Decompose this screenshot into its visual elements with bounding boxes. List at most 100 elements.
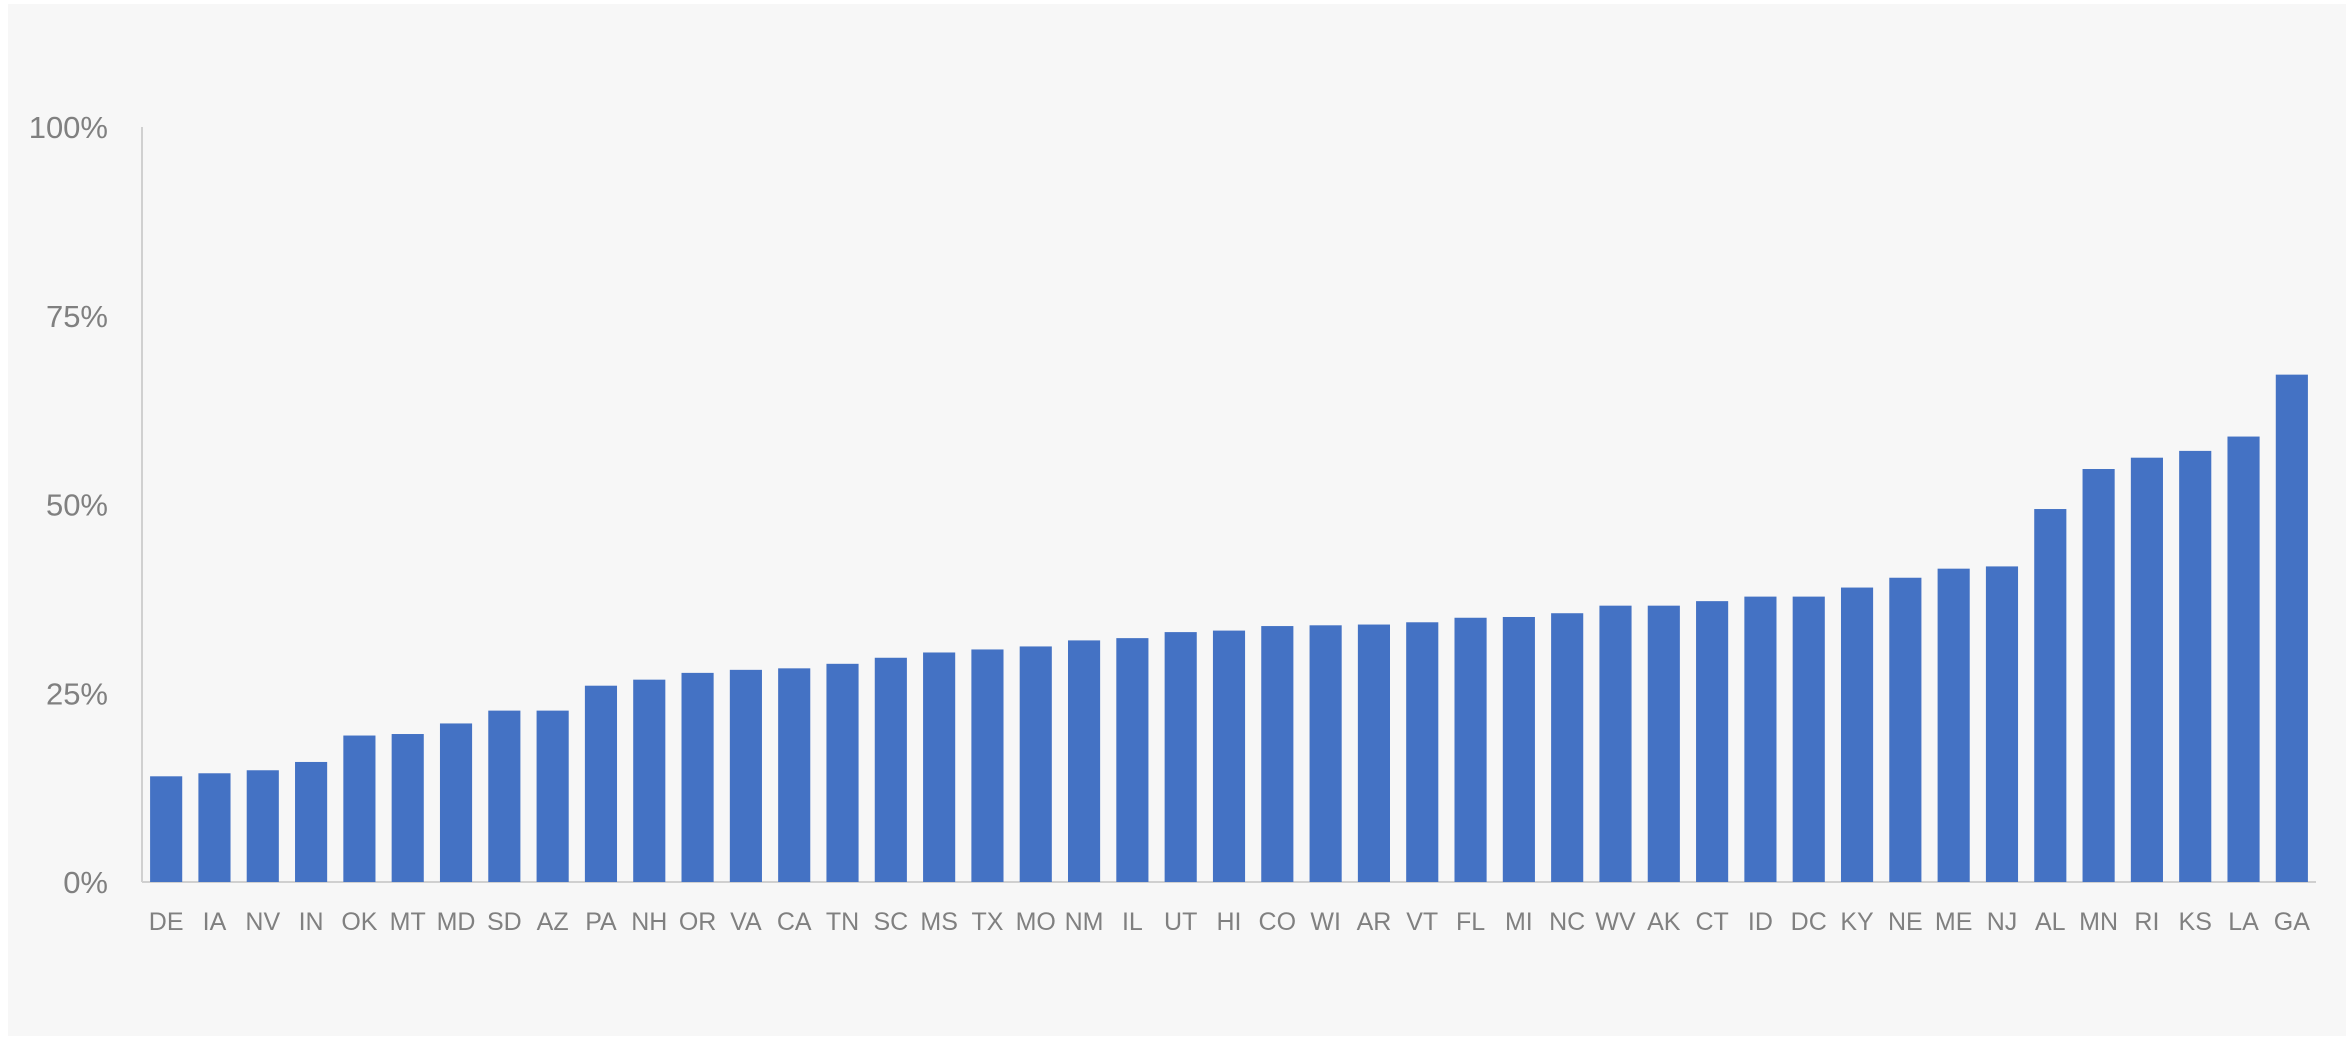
x-tick-label: MT <box>390 908 426 936</box>
x-tick-label: NH <box>631 908 667 936</box>
bar <box>343 735 376 882</box>
x-tick-label: CT <box>1695 908 1728 936</box>
x-tick-label: DE <box>149 908 184 936</box>
bar <box>2179 450 2212 882</box>
bar <box>923 652 956 882</box>
x-tick-label: NV <box>245 908 280 936</box>
bar <box>1744 596 1777 882</box>
bar <box>1019 646 1052 882</box>
y-tick-label: 0% <box>63 865 108 900</box>
x-tick-label: VA <box>730 908 762 936</box>
x-axis-labels: DE IA NV IN OK MT MD SD AZ PA NH OR VA CA TN SC MS TX MO NM… <box>149 908 2310 936</box>
x-tick-label: PA <box>585 908 617 936</box>
x-tick-label: AZ <box>537 908 569 936</box>
x-tick-label: MS <box>920 908 958 936</box>
bar <box>1696 601 1729 882</box>
bar <box>536 710 569 882</box>
bars <box>150 374 2308 882</box>
bar <box>2275 374 2308 882</box>
bar <box>633 679 666 882</box>
x-tick-label: IL <box>1122 908 1143 936</box>
y-axis-ticks: 0% 25% 50% 75% 100% <box>29 110 108 900</box>
bar <box>1068 640 1101 882</box>
x-tick-label: CA <box>777 908 812 936</box>
x-tick-label: TN <box>826 908 859 936</box>
bar <box>681 672 714 882</box>
x-tick-label: CO <box>1259 908 1297 936</box>
x-tick-label: SC <box>873 908 908 936</box>
x-tick-label: WV <box>1595 908 1636 936</box>
bar <box>198 773 231 882</box>
bar <box>1840 587 1874 882</box>
x-tick-label: MD <box>437 908 476 936</box>
x-tick-label: NC <box>1549 908 1585 936</box>
x-tick-label: KS <box>2179 908 2212 936</box>
bar <box>1357 624 1390 882</box>
bar <box>1164 632 1197 882</box>
bar <box>1599 605 1632 882</box>
x-tick-label: WI <box>1310 908 1341 936</box>
y-tick-label: 100% <box>29 110 108 145</box>
chart-area: 0% 25% 50% 75% 100% DE IA NV IN OK MT MD SD AZ PA NH OR… <box>8 4 2346 1036</box>
y-tick-label: 25% <box>46 676 108 711</box>
x-tick-label: NJ <box>1987 908 2018 936</box>
x-tick-label: FL <box>1456 908 1485 936</box>
x-tick-label: OR <box>679 908 717 936</box>
bar <box>1937 568 1970 882</box>
bar <box>2034 509 2067 882</box>
bar <box>1792 596 1825 882</box>
x-tick-label: KY <box>1840 908 1874 936</box>
bar <box>874 657 907 882</box>
bar <box>778 668 811 882</box>
bar-chart: 0% 25% 50% 75% 100% DE IA NV IN OK MT MD SD AZ PA NH OR… <box>29 110 2316 936</box>
x-tick-label: AK <box>1647 908 1681 936</box>
bar <box>826 663 859 882</box>
bar <box>729 669 762 882</box>
x-tick-label: ME <box>1935 908 1973 936</box>
bar <box>1406 622 1439 882</box>
bar <box>1985 566 2019 882</box>
y-tick-label: 50% <box>46 488 108 523</box>
bar <box>488 710 521 882</box>
bar <box>971 649 1004 882</box>
bar <box>584 685 618 882</box>
x-tick-label: OK <box>341 908 377 936</box>
x-tick-label: IN <box>299 908 324 936</box>
x-tick-label: TX <box>971 908 1003 936</box>
x-tick-label: VT <box>1406 908 1438 936</box>
bar <box>1454 617 1487 882</box>
x-tick-label: LA <box>2228 908 2259 936</box>
bar <box>1551 613 1584 882</box>
bar <box>2082 469 2115 882</box>
x-tick-label: NE <box>1888 908 1923 936</box>
bar <box>1212 630 1246 882</box>
bar <box>1502 616 1535 882</box>
x-tick-label: IA <box>203 908 227 936</box>
x-tick-label: AL <box>2035 908 2066 936</box>
x-tick-label: AR <box>1357 908 1392 936</box>
y-tick-label: 75% <box>46 299 108 334</box>
bar <box>150 776 183 882</box>
bar <box>1647 605 1680 882</box>
bar <box>2227 436 2260 882</box>
x-tick-label: MN <box>2079 908 2118 936</box>
x-tick-label: HI <box>1217 908 1242 936</box>
x-tick-label: DC <box>1791 908 1827 936</box>
bar <box>246 770 279 882</box>
bar <box>2130 457 2163 882</box>
x-tick-label: ID <box>1748 908 1773 936</box>
x-tick-label: SD <box>487 908 522 936</box>
bar <box>295 761 328 882</box>
x-tick-label: UT <box>1164 908 1197 936</box>
bar <box>391 734 424 882</box>
x-tick-label: MI <box>1505 908 1533 936</box>
x-tick-label: GA <box>2274 908 2310 936</box>
bar <box>1116 638 1149 882</box>
bar <box>1309 625 1342 882</box>
x-tick-label: RI <box>2134 908 2159 936</box>
x-tick-label: NM <box>1065 908 1104 936</box>
bar <box>439 723 473 882</box>
bar <box>1889 577 1922 882</box>
bar <box>1261 626 1294 882</box>
x-tick-label: MO <box>1016 908 1056 936</box>
